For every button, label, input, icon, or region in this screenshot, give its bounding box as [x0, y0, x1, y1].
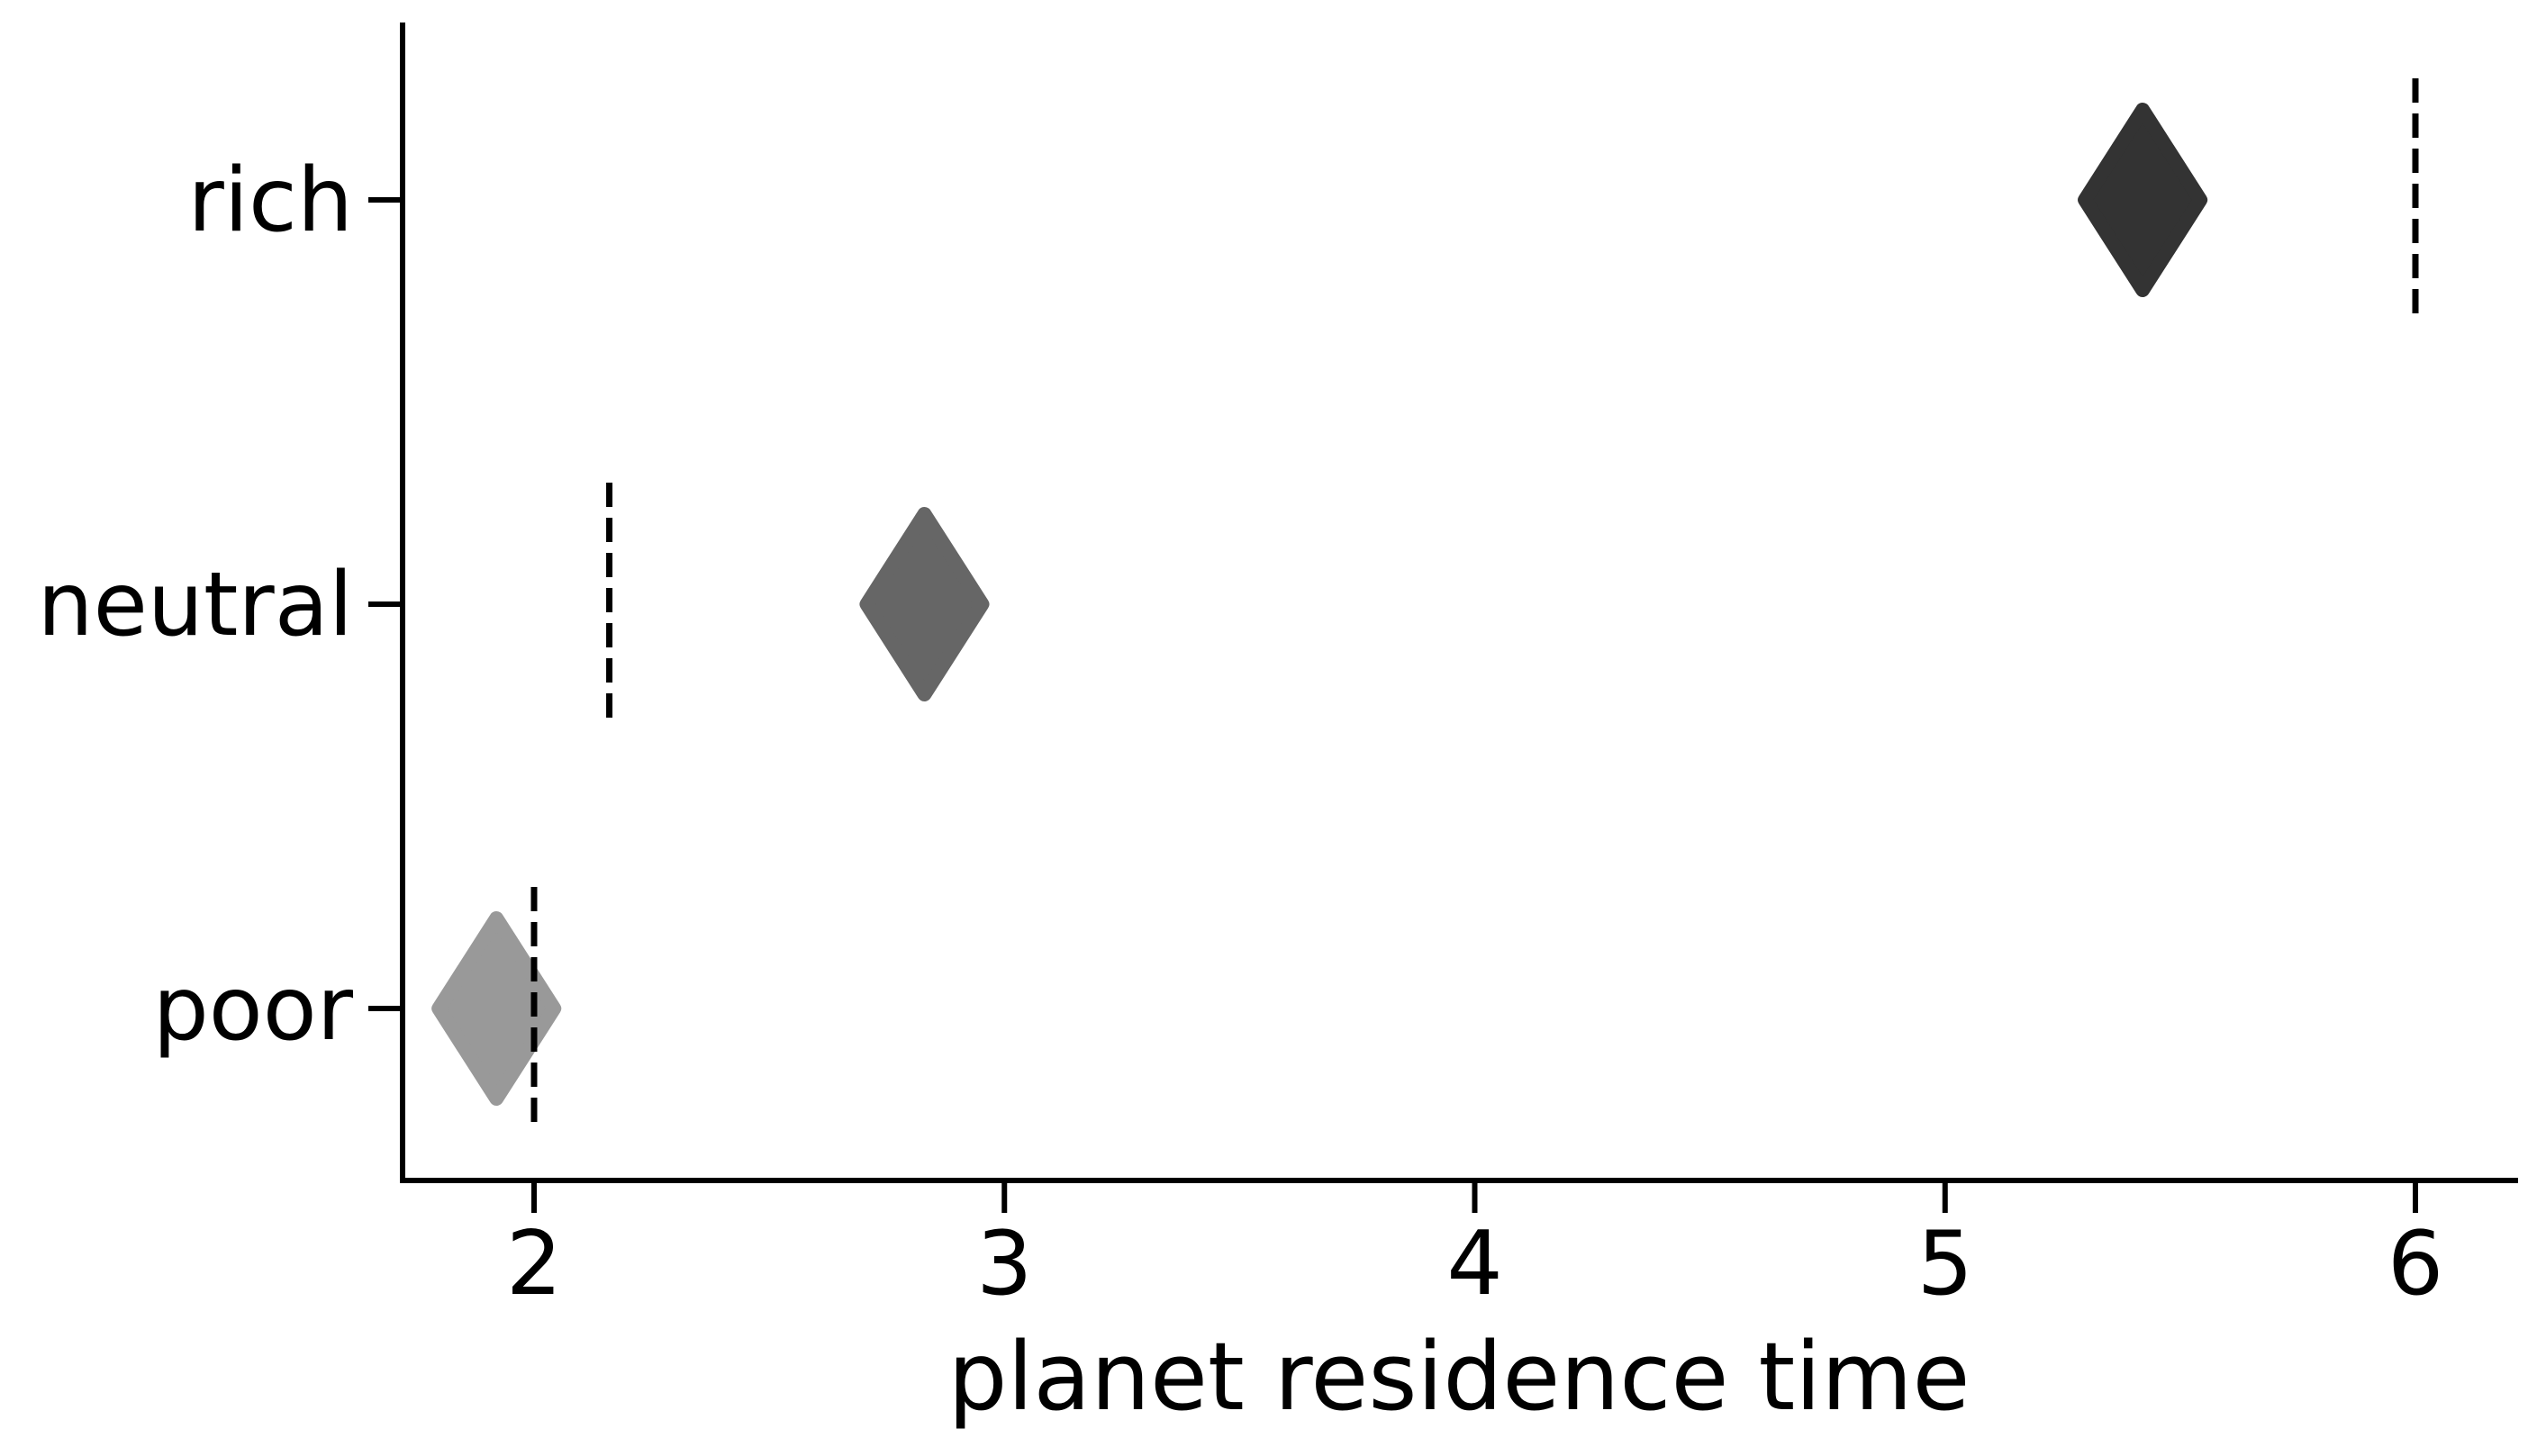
x-tick-label-4: 4 — [1446, 1213, 1502, 1316]
diamond-marker-neutral — [859, 507, 990, 701]
plot-marks — [431, 78, 2419, 1130]
y-tick-label-neutral: neutral — [37, 554, 353, 656]
y-ticks: rich neutral poor — [37, 149, 403, 1061]
x-tick-label-3: 3 — [976, 1213, 1032, 1316]
x-tick-label-6: 6 — [2387, 1213, 2443, 1316]
x-tick-label-2: 2 — [506, 1213, 562, 1316]
x-axis-label: planet residence time — [947, 1322, 1970, 1432]
y-tick-label-rich: rich — [187, 149, 353, 252]
y-tick-label-poor: poor — [153, 958, 354, 1061]
diamond-marker-rich — [2078, 103, 2208, 297]
x-ticks: 2 3 4 5 6 — [506, 1180, 2443, 1316]
x-tick-label-5: 5 — [1917, 1213, 1973, 1316]
